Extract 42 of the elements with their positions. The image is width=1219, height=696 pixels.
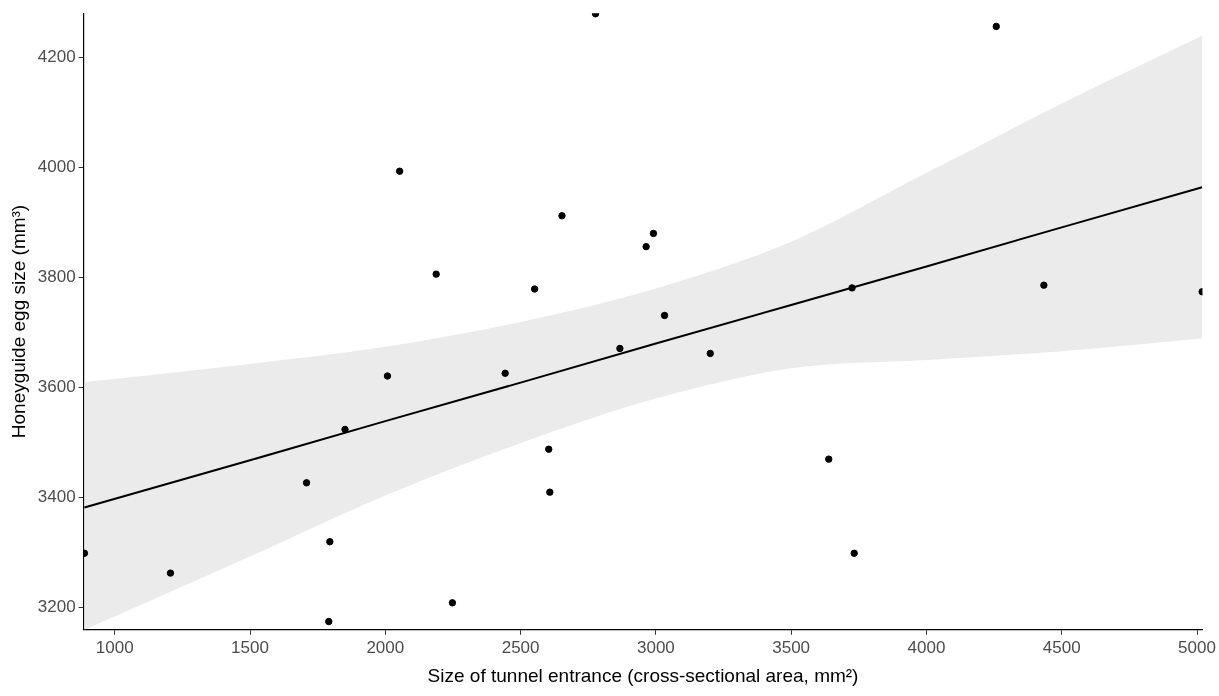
point — [1040, 281, 1048, 289]
point — [341, 425, 349, 434]
point — [448, 599, 457, 607]
point — [850, 549, 858, 557]
point — [432, 270, 440, 278]
point — [616, 344, 624, 353]
x-tick-label: 1000 — [95, 637, 134, 657]
y-tick-label: 3800 — [37, 267, 76, 287]
point — [642, 242, 650, 251]
x-tick-label: 1500 — [231, 637, 269, 657]
point — [545, 445, 553, 453]
point — [558, 212, 566, 220]
y-tick-label: 4000 — [37, 157, 76, 177]
x-axis-title: Size of tunnel entrance (cross-sectional area, mm²) — [427, 664, 859, 686]
point — [825, 455, 833, 463]
point — [530, 285, 539, 293]
x-tick-label: 2000 — [366, 637, 405, 657]
point — [992, 22, 1000, 31]
point — [302, 479, 311, 487]
y-tick-label: 3600 — [37, 377, 76, 397]
point — [660, 311, 669, 320]
x-tick-label: 3500 — [772, 637, 811, 657]
point — [395, 167, 404, 175]
y-axis-title: Honeyguide egg size (mm³) — [7, 204, 29, 439]
y-tick-label: 4200 — [37, 46, 76, 66]
y-tick-label: 3400 — [37, 487, 76, 507]
x-tick-label: 4000 — [907, 637, 946, 657]
point — [546, 488, 554, 496]
point — [166, 569, 175, 577]
point — [325, 617, 333, 626]
point — [649, 229, 658, 238]
point — [326, 538, 334, 546]
point — [383, 372, 392, 380]
point — [83, 549, 89, 557]
point — [848, 284, 856, 292]
point — [501, 369, 509, 377]
x-tick-label: 2500 — [501, 637, 540, 657]
point — [706, 349, 714, 358]
x-tick-label: 5000 — [1178, 637, 1216, 657]
x-tick-label: 4500 — [1042, 637, 1081, 657]
y-tick-label: 3200 — [37, 597, 76, 617]
x-tick-label: 3000 — [636, 637, 675, 657]
